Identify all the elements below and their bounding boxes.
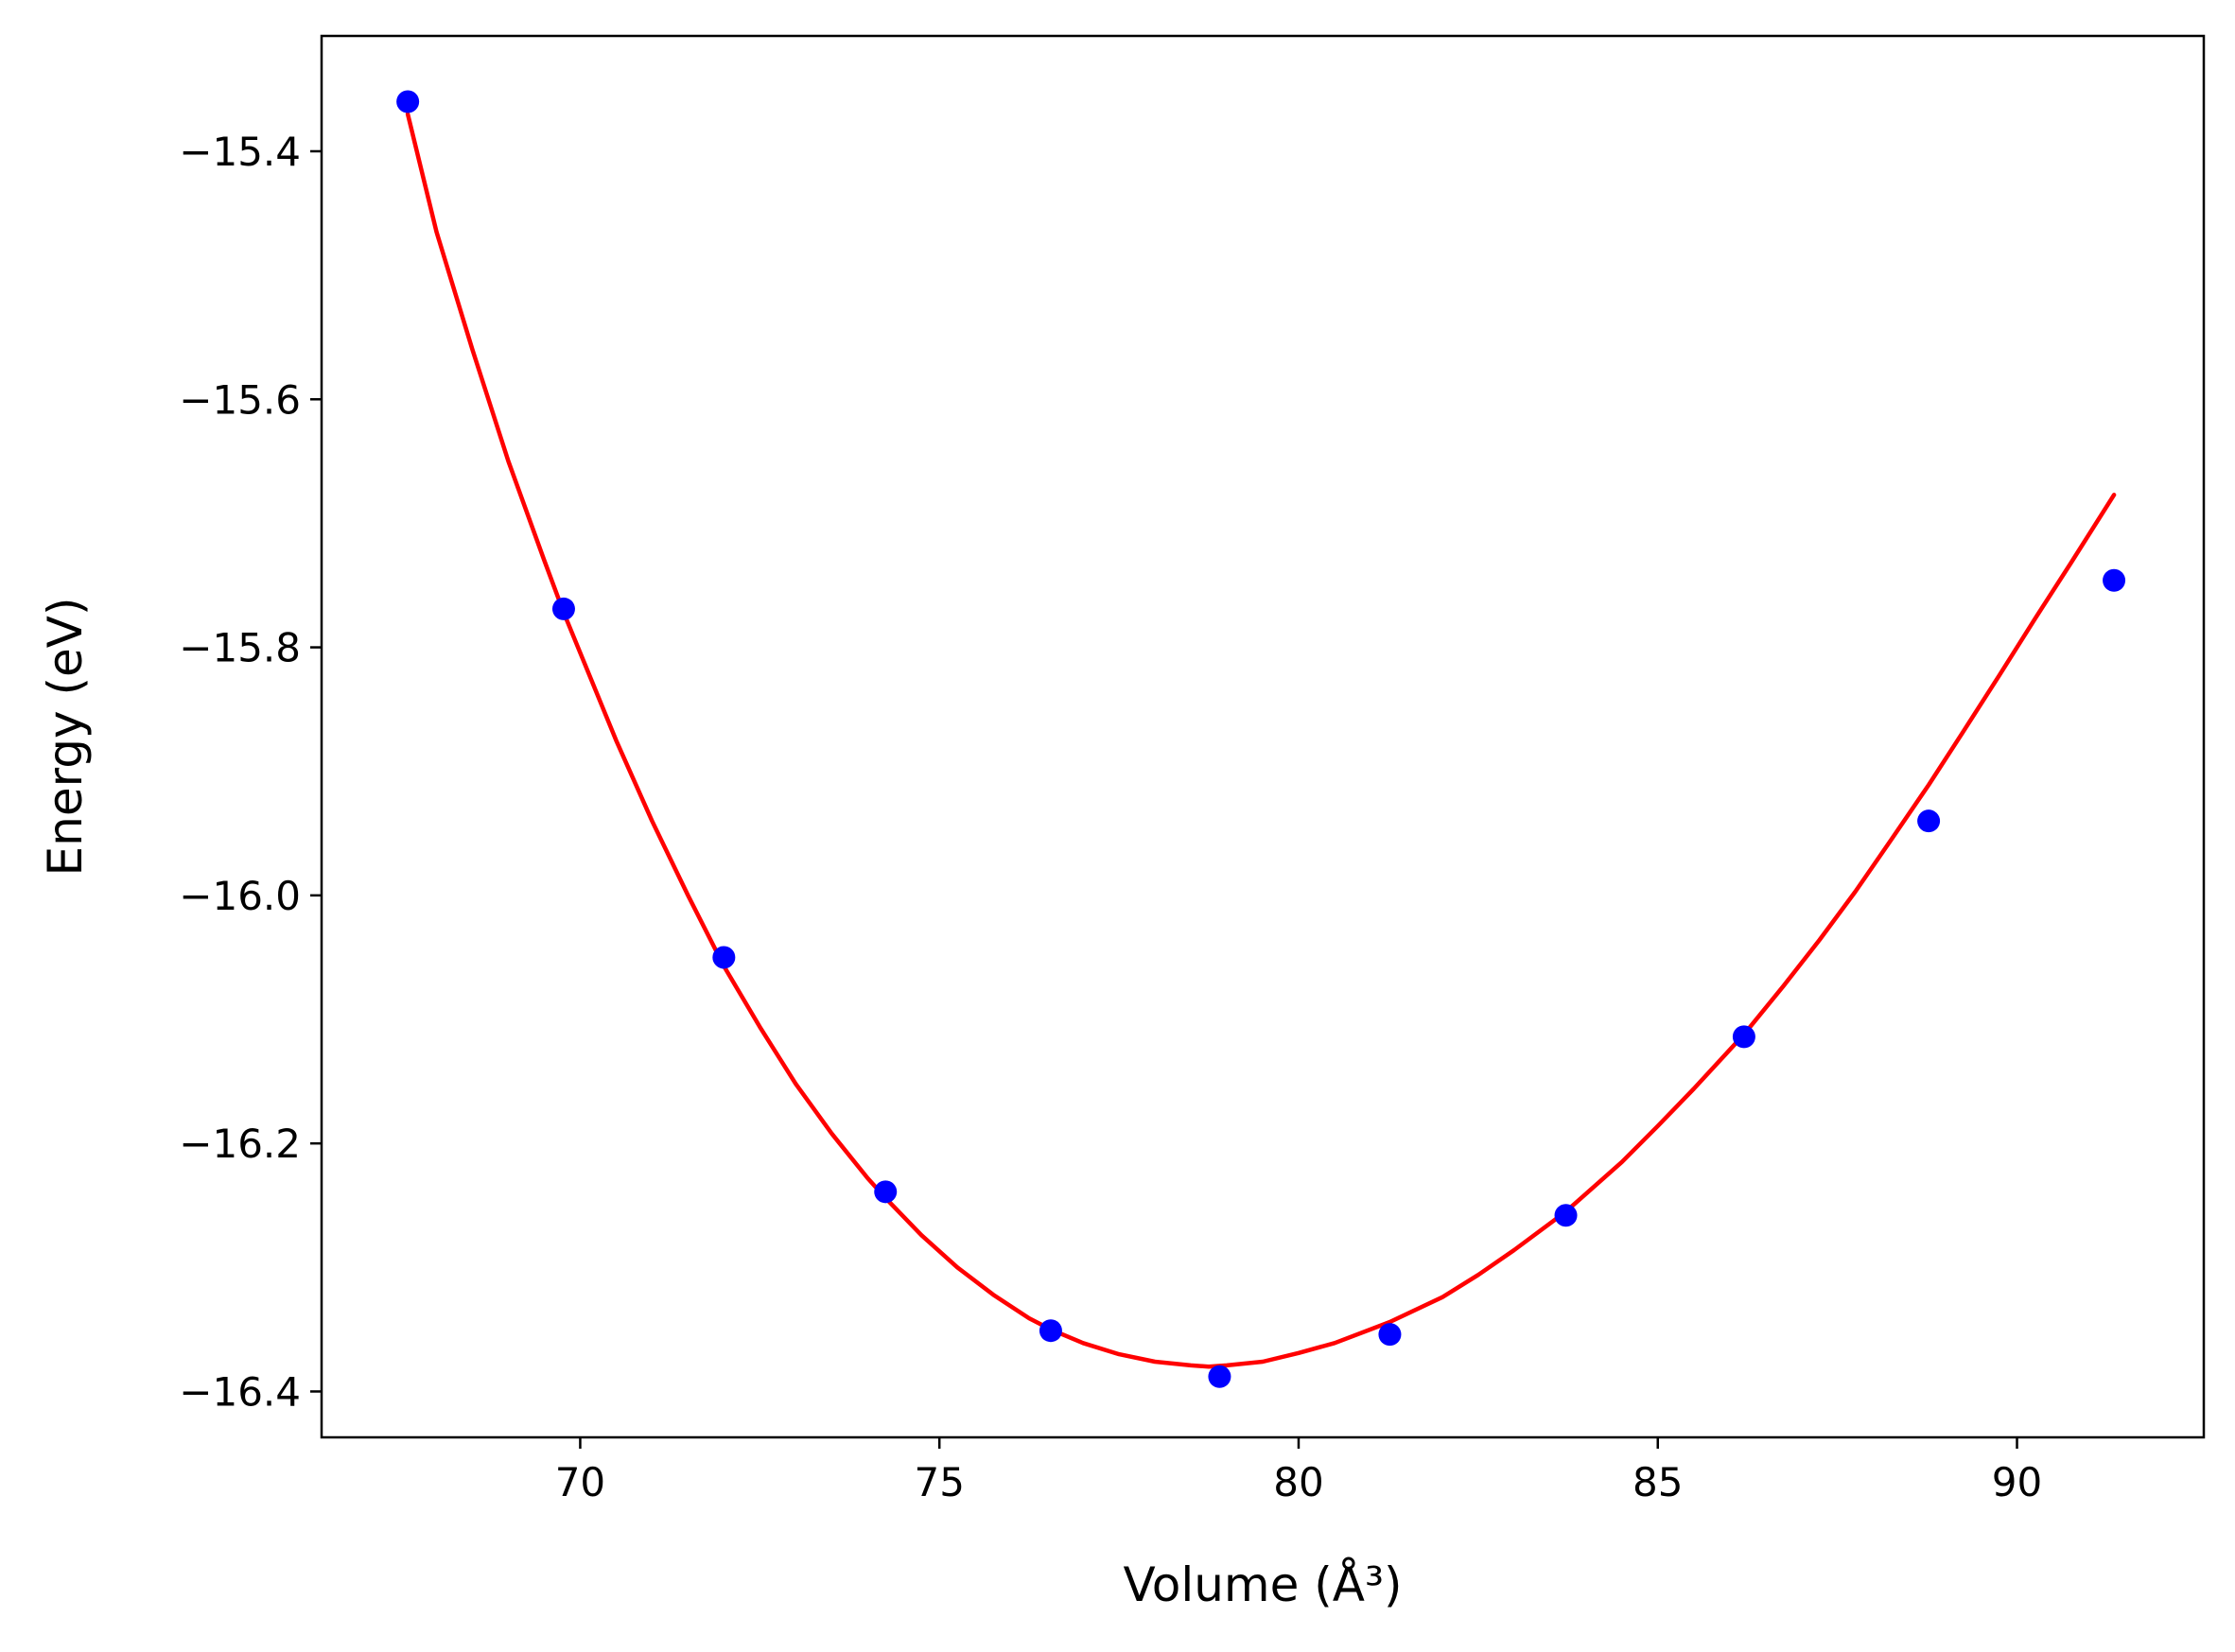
x-axis: 70 75 80 85 90 [555,1437,2042,1505]
data-points-layer [396,90,2126,1388]
x-tick-label: 90 [1992,1459,2042,1505]
plot-background [322,36,2204,1437]
plot-frame [320,34,2206,1439]
y-tick-label: −16.0 [179,873,301,919]
fit-curve-line [405,112,2117,1369]
y-axis: −15.4 −15.6 −15.8 −16.0 −16.2 −16.4 [179,129,322,1415]
x-tick-label: 70 [555,1459,605,1505]
x-tick-label: 75 [914,1459,964,1505]
data-point [1208,1365,1231,1388]
x-tick-label: 85 [1633,1459,1683,1505]
data-point [874,1180,898,1204]
data-point [1378,1323,1402,1347]
data-point [1917,809,1941,833]
x-tick-label: 80 [1273,1459,1323,1505]
plot-area [320,34,2206,1439]
data-point [396,90,420,113]
fit-curve-layer [405,112,2117,1369]
data-point [1732,1025,1755,1049]
y-tick-label: −15.8 [179,625,301,671]
y-axis-label: Energy (eV) [38,598,93,877]
data-point [712,946,736,969]
y-tick-label: −15.6 [179,376,301,423]
y-tick-label: −16.4 [179,1368,301,1415]
data-point [2103,568,2126,592]
y-tick-label: −16.2 [179,1121,301,1167]
data-point [1039,1319,1062,1343]
data-point [551,597,575,620]
y-tick-label: −15.4 [179,129,301,175]
x-axis-label: Volume (Å³) [1123,1557,1402,1612]
data-point [1554,1204,1578,1227]
